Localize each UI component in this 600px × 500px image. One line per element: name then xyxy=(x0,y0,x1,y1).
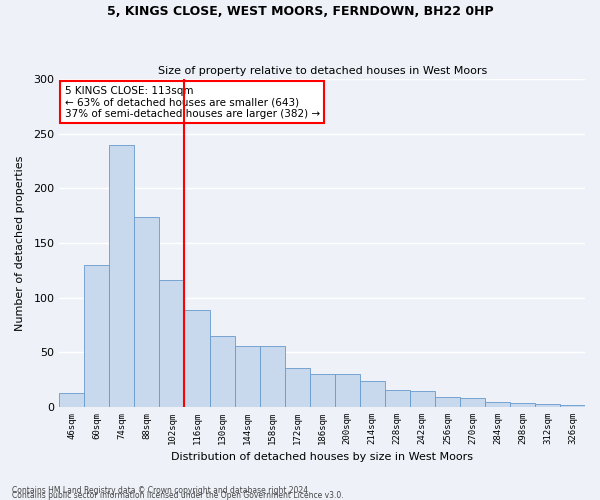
Bar xyxy=(209,336,235,407)
Bar xyxy=(184,310,209,407)
Text: Contains public sector information licensed under the Open Government Licence v3: Contains public sector information licen… xyxy=(12,491,344,500)
Bar xyxy=(485,402,510,407)
Bar xyxy=(560,405,585,407)
Bar xyxy=(59,393,85,407)
Bar xyxy=(284,368,310,407)
X-axis label: Distribution of detached houses by size in West Moors: Distribution of detached houses by size … xyxy=(171,452,473,462)
Bar xyxy=(360,381,385,407)
Bar xyxy=(134,217,160,407)
Bar xyxy=(235,346,260,407)
Text: 5, KINGS CLOSE, WEST MOORS, FERNDOWN, BH22 0HP: 5, KINGS CLOSE, WEST MOORS, FERNDOWN, BH… xyxy=(107,5,493,18)
Title: Size of property relative to detached houses in West Moors: Size of property relative to detached ho… xyxy=(158,66,487,76)
Bar xyxy=(85,265,109,407)
Bar xyxy=(109,144,134,407)
Text: 5 KINGS CLOSE: 113sqm
← 63% of detached houses are smaller (643)
37% of semi-det: 5 KINGS CLOSE: 113sqm ← 63% of detached … xyxy=(65,86,320,119)
Bar xyxy=(435,397,460,407)
Bar xyxy=(260,346,284,407)
Bar xyxy=(160,280,184,407)
Bar xyxy=(385,390,410,407)
Bar xyxy=(310,374,335,407)
Bar xyxy=(460,398,485,407)
Bar xyxy=(335,374,360,407)
Bar xyxy=(535,404,560,407)
Text: Contains HM Land Registry data © Crown copyright and database right 2024.: Contains HM Land Registry data © Crown c… xyxy=(12,486,311,495)
Bar xyxy=(510,402,535,407)
Bar xyxy=(410,390,435,407)
Y-axis label: Number of detached properties: Number of detached properties xyxy=(15,156,25,330)
